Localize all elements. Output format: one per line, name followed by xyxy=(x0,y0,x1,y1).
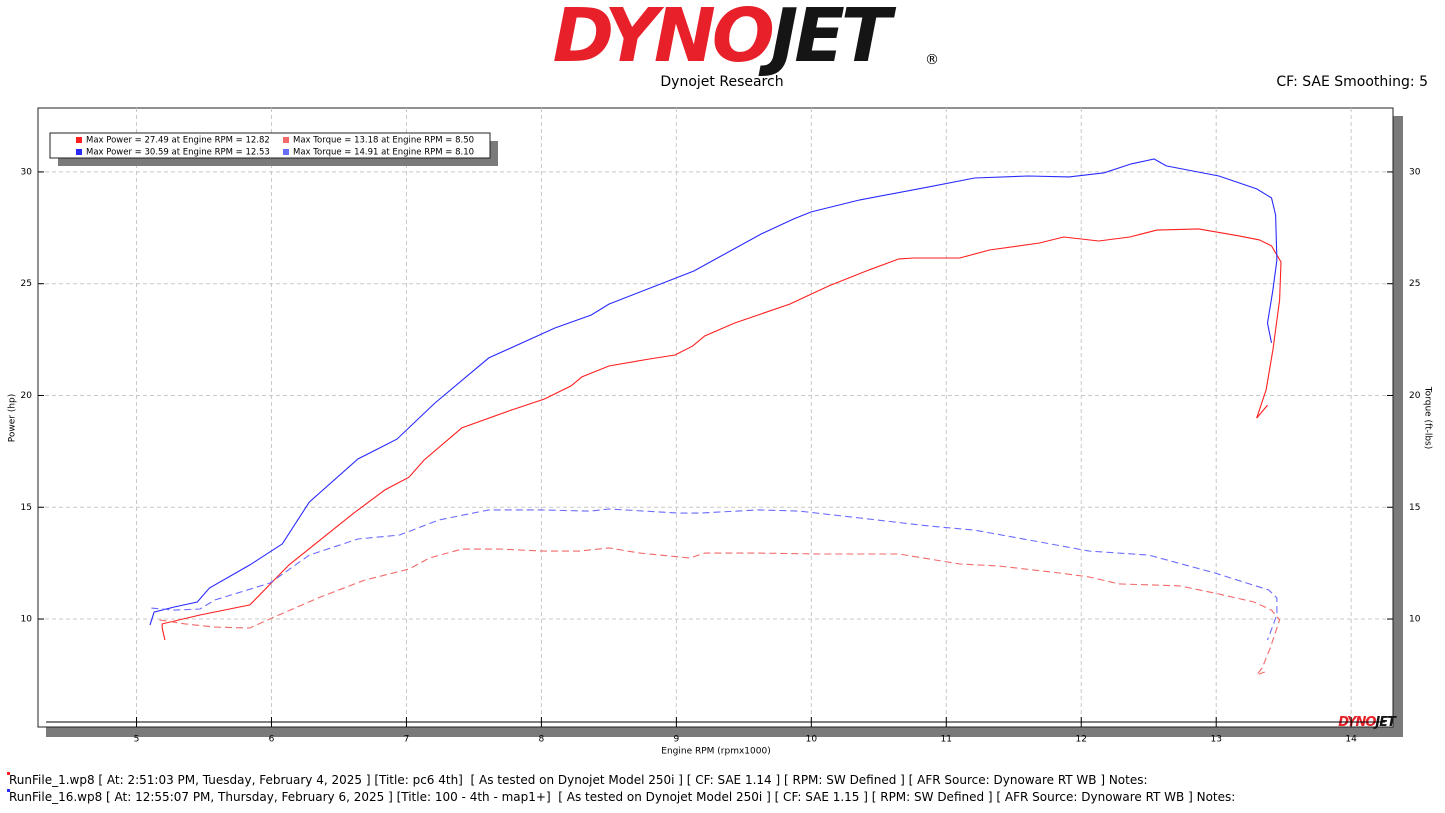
series-line xyxy=(149,158,1278,626)
legend-label: Max Torque = 14.91 at Engine RPM = 8.10 xyxy=(293,148,474,158)
y2-tick-label: 10 xyxy=(1409,615,1421,625)
footer-line: RunFile_16.wp8 [ At: 12:55:07 PM, Thursd… xyxy=(7,789,1236,804)
legend-swatch xyxy=(76,149,82,155)
y-tick-label: 20 xyxy=(21,391,33,401)
logo-black: JET xyxy=(758,0,897,79)
x-tick-label: 13 xyxy=(1210,735,1221,745)
y2-tick-label: 20 xyxy=(1409,391,1421,401)
legend-label: Max Torque = 13.18 at Engine RPM = 8.50 xyxy=(293,136,474,146)
y2-tick-label: 30 xyxy=(1409,167,1421,177)
corner-logo-black: JET xyxy=(1372,715,1397,730)
x-tick-label: 12 xyxy=(1076,735,1087,745)
y2-tick-label: 25 xyxy=(1409,279,1420,289)
legend-swatch xyxy=(76,137,82,143)
logo: DYNOJET xyxy=(553,0,897,79)
footer-marker xyxy=(7,789,10,792)
logo-mark: ® xyxy=(925,52,939,68)
legend-label: Max Power = 30.59 at Engine RPM = 12.53 xyxy=(86,148,270,158)
series-line xyxy=(151,508,1278,641)
series-line xyxy=(161,228,1282,641)
legend xyxy=(49,132,491,159)
footer-marker xyxy=(7,772,10,775)
series-line xyxy=(159,547,1281,677)
y2-axis-label: Torque (ft-lbs) xyxy=(1423,386,1433,450)
legend-swatch xyxy=(283,149,289,155)
logo-red: DYNO xyxy=(553,0,773,79)
settings-text: CF: SAE Smoothing: 5 xyxy=(1276,74,1428,90)
y-tick-label: 25 xyxy=(21,279,32,289)
legend-swatch xyxy=(283,137,289,143)
y-tick-label: 15 xyxy=(21,503,32,513)
x-tick-label: 10 xyxy=(806,735,818,745)
footer-text: RunFile_16.wp8 [ At: 12:55:07 PM, Thursd… xyxy=(9,790,1236,804)
y-axis-label: Power (hp) xyxy=(8,394,18,443)
grid xyxy=(38,108,1393,721)
x-tick-label: 14 xyxy=(1345,735,1357,745)
x-tick-label: 7 xyxy=(404,735,410,745)
y-tick-label: 30 xyxy=(21,167,33,177)
x-tick-label: 8 xyxy=(539,735,545,745)
x-tick-label: 11 xyxy=(941,735,952,745)
x-tick-label: 5 xyxy=(134,735,140,745)
footer-line: RunFile_1.wp8 [ At: 2:51:03 PM, Tuesday,… xyxy=(7,772,1148,787)
legend-label: Max Power = 27.49 at Engine RPM = 12.82 xyxy=(86,136,270,146)
x-tick-label: 6 xyxy=(269,735,275,745)
x-axis-label: Engine RPM (rpmx1000) xyxy=(661,747,770,757)
subtitle: Dynojet Research xyxy=(660,74,783,90)
plot-area xyxy=(37,107,1394,728)
x-tick-label: 9 xyxy=(673,735,679,745)
footer-text: RunFile_1.wp8 [ At: 2:51:03 PM, Tuesday,… xyxy=(9,773,1148,787)
y2-tick-label: 15 xyxy=(1409,503,1420,513)
y-tick-label: 10 xyxy=(21,615,33,625)
